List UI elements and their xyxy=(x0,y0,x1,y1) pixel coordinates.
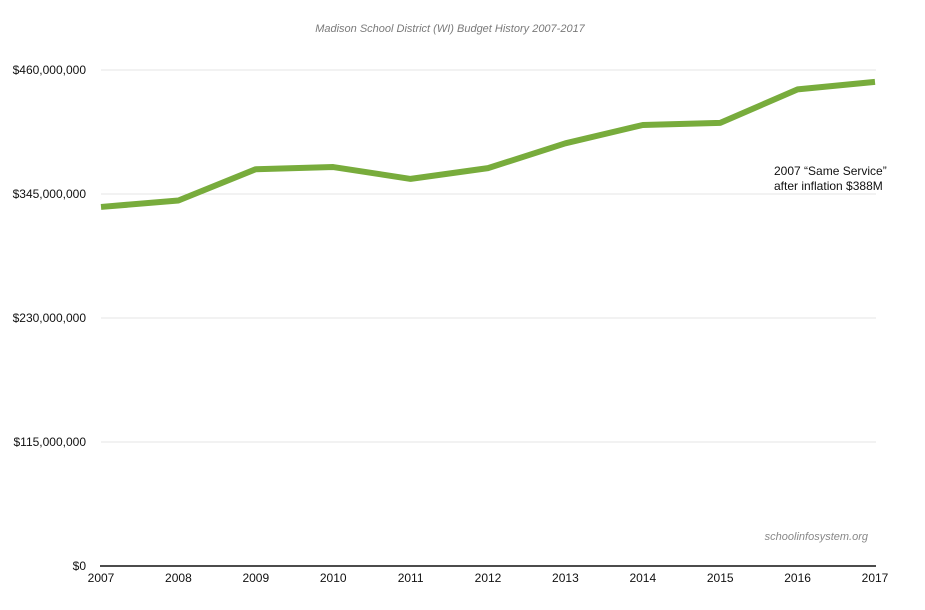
y-tick-label-1: $115,000,000 xyxy=(13,435,86,449)
series-line-0 xyxy=(100,78,876,210)
x-tick-label-2007: 2007 xyxy=(88,571,115,585)
x-tick-label-2009: 2009 xyxy=(242,571,269,585)
x-tick-label-2008: 2008 xyxy=(165,571,192,585)
y-tick-label-2: $230,000,000 xyxy=(13,311,87,325)
x-axis-tick-labels: 2007 2008 2009 2010 2011 2012 2013 2014 2015 2016… xyxy=(88,571,889,585)
y-tick-label-0: $0 xyxy=(73,559,87,573)
x-tick-label-2010: 2010 xyxy=(320,571,347,585)
y-axis-tick-labels: $0 $115,000,000 $230,000,000 $345,000,000 $4… xyxy=(13,63,87,573)
x-tick-label-2016: 2016 xyxy=(784,571,811,585)
y-tick-label-3: $345,000,000 xyxy=(13,187,87,201)
x-tick-label-2012: 2012 xyxy=(475,571,502,585)
reference-marker-group: 2007 “Same Service” after inflation $388… xyxy=(774,142,887,193)
chart-title: Madison School District (WI) Budget Hist… xyxy=(315,23,585,35)
source-watermark: schoolinfosystem.org xyxy=(765,531,869,543)
x-tick-label-2013: 2013 xyxy=(552,571,579,585)
x-tick-label-2017: 2017 xyxy=(862,571,889,585)
x-tick-label-2014: 2014 xyxy=(629,571,656,585)
reference-label-line-2: after inflation $388M xyxy=(774,179,883,193)
gridlines xyxy=(101,69,876,443)
series-layer xyxy=(100,78,876,210)
y-tick-label-4: $460,000,000 xyxy=(13,63,87,77)
x-tick-label-2015: 2015 xyxy=(707,571,734,585)
x-tick-label-2011: 2011 xyxy=(398,571,424,585)
reference-label-line-1: 2007 “Same Service” xyxy=(774,164,887,178)
